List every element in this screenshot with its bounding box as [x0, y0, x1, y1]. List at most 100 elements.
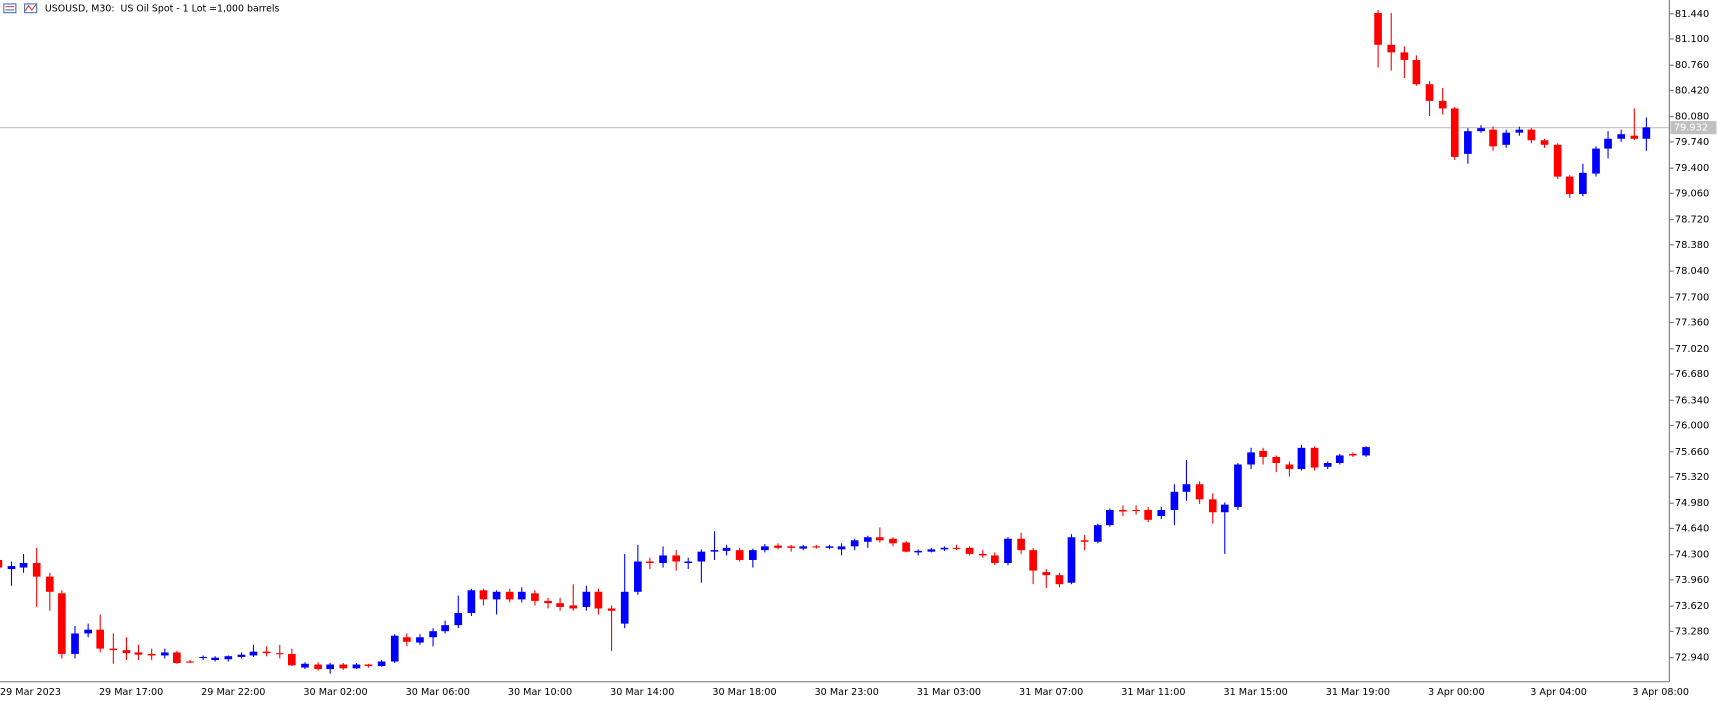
candle-body — [1157, 509, 1166, 517]
candle-body — [634, 561, 642, 592]
candle-body — [109, 648, 118, 651]
candle-body — [556, 603, 564, 607]
y-tick-label: 77.700 — [1675, 292, 1709, 303]
candle-body — [876, 537, 884, 541]
y-tick-label: 80.080 — [1675, 112, 1709, 123]
candle-body — [249, 651, 258, 656]
y-tick-label: 78.720 — [1675, 215, 1709, 226]
candle-body — [441, 625, 449, 632]
candle-body — [1425, 84, 1434, 101]
candle-body — [620, 591, 629, 624]
candle-body — [58, 593, 66, 654]
candle-body — [594, 591, 603, 609]
candle-body — [940, 547, 949, 550]
candle-body — [952, 547, 961, 549]
candle-body — [352, 664, 361, 669]
candle-body — [1540, 140, 1549, 145]
candle-body — [531, 593, 539, 601]
candle-body — [978, 553, 987, 556]
candle-body — [1144, 509, 1152, 520]
x-tick-label: 31 Mar 03:00 — [917, 687, 981, 698]
candle-body — [1234, 464, 1242, 507]
candle-body — [211, 657, 220, 660]
candle-body — [1297, 447, 1306, 470]
candle-body — [927, 549, 936, 552]
candle-body — [748, 550, 757, 560]
candle-body — [761, 546, 769, 551]
y-tick-label: 79.060 — [1675, 188, 1709, 199]
candle-body — [122, 650, 131, 654]
last-price-label: 79.932 — [1674, 123, 1708, 134]
candle-body — [377, 661, 386, 667]
candle-body — [84, 629, 92, 634]
y-tick-label: 78.380 — [1675, 240, 1709, 251]
candle-body — [1195, 484, 1204, 500]
candle-body — [544, 600, 552, 604]
chart-title: USOUSD, M30: US Oil Spot - 1 Lot =1,000 … — [45, 3, 280, 14]
candle-body — [1105, 509, 1114, 526]
candle-body — [1119, 509, 1127, 512]
y-tick-label: 74.980 — [1675, 498, 1709, 509]
candle-body — [1592, 148, 1600, 174]
y-tick-label: 77.020 — [1675, 344, 1709, 355]
candle-body — [492, 591, 501, 600]
x-tick-label: 31 Mar 11:00 — [1121, 687, 1185, 698]
y-tick-label: 75.660 — [1675, 447, 1709, 458]
candle-body — [582, 591, 591, 607]
candle-body — [429, 631, 437, 638]
candle-body — [237, 654, 246, 657]
last-price-box — [1670, 121, 1717, 135]
candle-body — [505, 591, 514, 600]
candle-body — [390, 635, 399, 662]
x-tick-label: 31 Mar 15:00 — [1223, 687, 1287, 698]
y-tick-label: 76.680 — [1675, 369, 1709, 380]
candle-body — [1220, 504, 1229, 513]
icon-menu[interactable] — [3, 3, 17, 14]
candle-body — [19, 563, 28, 568]
candle-body — [1067, 537, 1076, 583]
candle-body — [1285, 464, 1294, 470]
x-tick-label: 3 Apr 00:00 — [1428, 687, 1485, 698]
x-tick-label: 3 Apr 08:00 — [1632, 687, 1689, 698]
candle-body — [837, 546, 846, 550]
candle-body — [889, 538, 897, 544]
y-tick-label: 80.420 — [1675, 85, 1709, 96]
y-tick-label: 72.940 — [1675, 653, 1709, 664]
icon-chart-line — [24, 4, 37, 12]
candle-body — [1489, 129, 1497, 147]
candle-body — [160, 652, 169, 656]
y-tick-label: 74.640 — [1675, 523, 1709, 534]
candle-body — [1565, 176, 1574, 195]
candle-body — [684, 561, 693, 564]
candle-body — [1387, 44, 1396, 53]
y-tick-label: 78.040 — [1675, 266, 1709, 277]
candle-body — [301, 663, 309, 668]
candle-body — [339, 664, 348, 669]
candle-body — [199, 656, 207, 659]
y-tick-label: 73.280 — [1675, 626, 1709, 637]
x-tick-label: 30 Mar 18:00 — [712, 687, 776, 698]
y-tick-label: 79.400 — [1675, 163, 1709, 174]
candle-body — [850, 540, 859, 547]
candle-body — [1017, 538, 1025, 551]
candle-body — [1515, 129, 1524, 133]
candle-body — [990, 555, 999, 564]
x-tick-label: 30 Mar 02:00 — [303, 687, 367, 698]
candle-body — [1323, 463, 1332, 467]
x-tick-label: 29 Mar 22:00 — [201, 687, 265, 698]
candle-body — [454, 613, 463, 626]
candle-body — [646, 561, 654, 564]
y-tick-label: 73.620 — [1675, 601, 1709, 612]
y-tick-label: 73.960 — [1675, 575, 1709, 586]
x-tick-label: 30 Mar 14:00 — [610, 687, 674, 698]
x-tick-label: 31 Mar 07:00 — [1019, 687, 1083, 698]
candle-body — [1374, 12, 1382, 45]
candle-body — [710, 550, 719, 552]
candle-body — [1400, 52, 1409, 60]
candle-body — [1630, 135, 1639, 139]
candle-body — [364, 664, 373, 667]
candle-body — [774, 545, 782, 548]
